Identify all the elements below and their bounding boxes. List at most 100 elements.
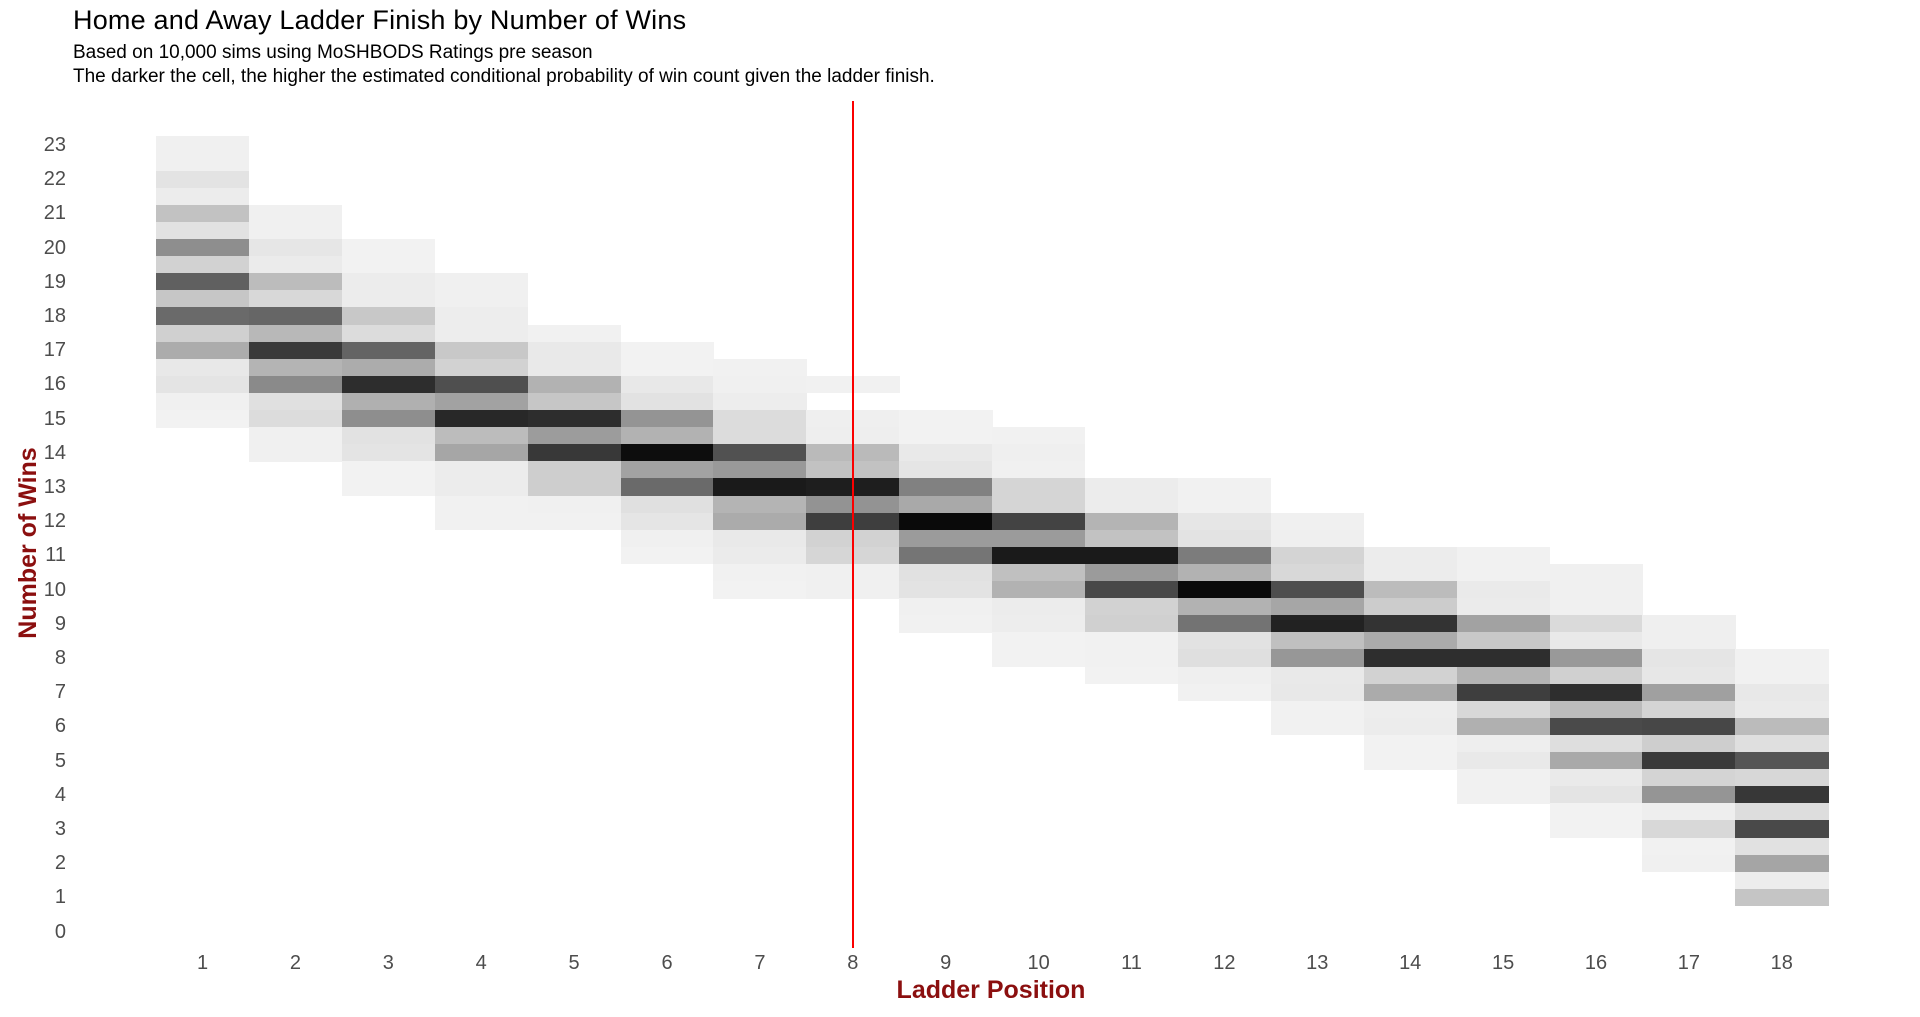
heatmap-cell <box>620 546 714 565</box>
heatmap-cell <box>992 632 1086 650</box>
x-tick-label: 18 <box>1770 952 1793 974</box>
heatmap-cell <box>341 341 436 360</box>
heatmap-cell <box>527 392 621 411</box>
heatmap-cell <box>713 358 807 377</box>
heatmap-cell <box>156 187 250 206</box>
heatmap-cell <box>992 546 1086 565</box>
heatmap-cell <box>1456 786 1550 804</box>
heatmap-cell <box>156 307 250 325</box>
x-tick-label: 17 <box>1677 952 1701 974</box>
heatmap-cell <box>434 444 529 462</box>
heatmap-cell <box>1177 632 1272 650</box>
heatmap-cell <box>156 375 250 394</box>
heatmap-cell <box>899 444 993 462</box>
heatmap-cell <box>620 341 714 360</box>
heatmap-cell <box>1735 888 1829 907</box>
heatmap-cell <box>713 427 807 445</box>
heatmap-cell <box>1270 717 1365 736</box>
heatmap-cell <box>620 461 714 479</box>
heatmap-cell <box>1642 803 1736 821</box>
heatmap-cell <box>341 307 436 325</box>
heatmap-cell <box>620 512 714 531</box>
heatmap-cell <box>1177 666 1272 685</box>
heatmap-cell <box>1642 837 1736 856</box>
heatmap-cell <box>713 529 807 548</box>
heatmap-cell <box>156 410 250 428</box>
heatmap-cell <box>1456 581 1550 599</box>
y-tick-label: 3 <box>54 818 66 840</box>
heatmap-cell <box>899 581 993 599</box>
heatmap-cell <box>248 427 343 445</box>
heatmap-cell <box>1735 734 1829 753</box>
heatmap-cell <box>1270 512 1365 531</box>
x-tick-label: 7 <box>754 952 766 974</box>
heatmap-cell <box>248 444 343 462</box>
heatmap-cell <box>1363 700 1458 719</box>
chart-note: The darker the cell, the higher the esti… <box>73 66 935 87</box>
heatmap-cell <box>713 546 807 565</box>
heatmap-cell <box>620 478 714 496</box>
heatmap-cell <box>527 341 621 360</box>
heatmap-cell <box>1735 666 1829 685</box>
heatmap-cell <box>899 615 993 633</box>
heatmap-cell <box>248 239 343 257</box>
y-tick-label: 2 <box>54 852 66 875</box>
heatmap-cell <box>156 290 250 308</box>
heatmap-cell <box>1363 546 1458 565</box>
heatmap-cell <box>248 221 343 240</box>
heatmap-cell <box>620 444 714 462</box>
heatmap-cell <box>1363 615 1458 633</box>
heatmap-cell <box>1549 786 1643 804</box>
y-tick-label: 11 <box>45 544 66 567</box>
heatmap-cell <box>899 461 993 479</box>
heatmap-cell <box>992 581 1086 599</box>
heatmap-cell <box>156 239 250 257</box>
heatmap-cell <box>1735 837 1829 856</box>
y-tick-label: 21 <box>43 202 66 225</box>
heatmap-cell <box>1735 649 1829 667</box>
heatmap-cell <box>1177 615 1272 633</box>
heatmap-cell <box>1177 512 1272 531</box>
heatmap-cell <box>1177 683 1272 702</box>
x-tick-label: 9 <box>940 952 952 974</box>
y-tick-label: 20 <box>43 236 66 259</box>
heatmap-cell <box>1642 717 1736 736</box>
heatmap-cell <box>156 392 250 411</box>
heatmap-cell <box>1642 683 1736 702</box>
heatmap-cell <box>1456 598 1550 616</box>
y-tick-label: 19 <box>43 270 66 293</box>
heatmap-cell <box>341 290 436 308</box>
x-tick-label: 16 <box>1584 952 1608 974</box>
y-tick-label: 17 <box>43 339 66 362</box>
heatmap-cell <box>527 324 621 343</box>
heatmap-cell <box>1270 546 1365 565</box>
heatmap-cell <box>156 221 250 240</box>
heatmap-cell <box>341 324 436 343</box>
heatmap-cell <box>899 512 993 531</box>
heatmap-cell <box>1177 598 1272 616</box>
heatmap-cell <box>899 495 993 514</box>
heatmap-cell <box>1549 752 1643 770</box>
heatmap-cell <box>1456 563 1550 582</box>
heatmap-cell <box>713 478 807 496</box>
heatmap-cell <box>1642 769 1736 787</box>
heatmap-cell <box>434 324 529 343</box>
y-tick-label: 6 <box>54 715 66 738</box>
heatmap-cell <box>156 170 250 189</box>
heatmap-cell <box>434 375 529 394</box>
y-tick-label: 10 <box>43 578 66 601</box>
heatmap-cell <box>620 529 714 548</box>
chart-subtitle: Based on 10,000 sims using MoSHBODS Rati… <box>73 42 593 63</box>
heatmap-cell <box>1177 495 1272 514</box>
heatmap-cell <box>1270 529 1365 548</box>
y-tick-label: 22 <box>43 168 66 191</box>
heatmap-cell <box>248 307 343 325</box>
heatmap-cell <box>527 375 621 394</box>
heatmap-cell <box>156 153 250 172</box>
heatmap-cell <box>1456 666 1550 685</box>
heatmap-cell <box>1085 495 1179 514</box>
heatmap-cell <box>992 495 1086 514</box>
heatmap-cell <box>1363 563 1458 582</box>
heatmap-cell <box>1363 581 1458 599</box>
heatmap-cell <box>1735 683 1829 702</box>
